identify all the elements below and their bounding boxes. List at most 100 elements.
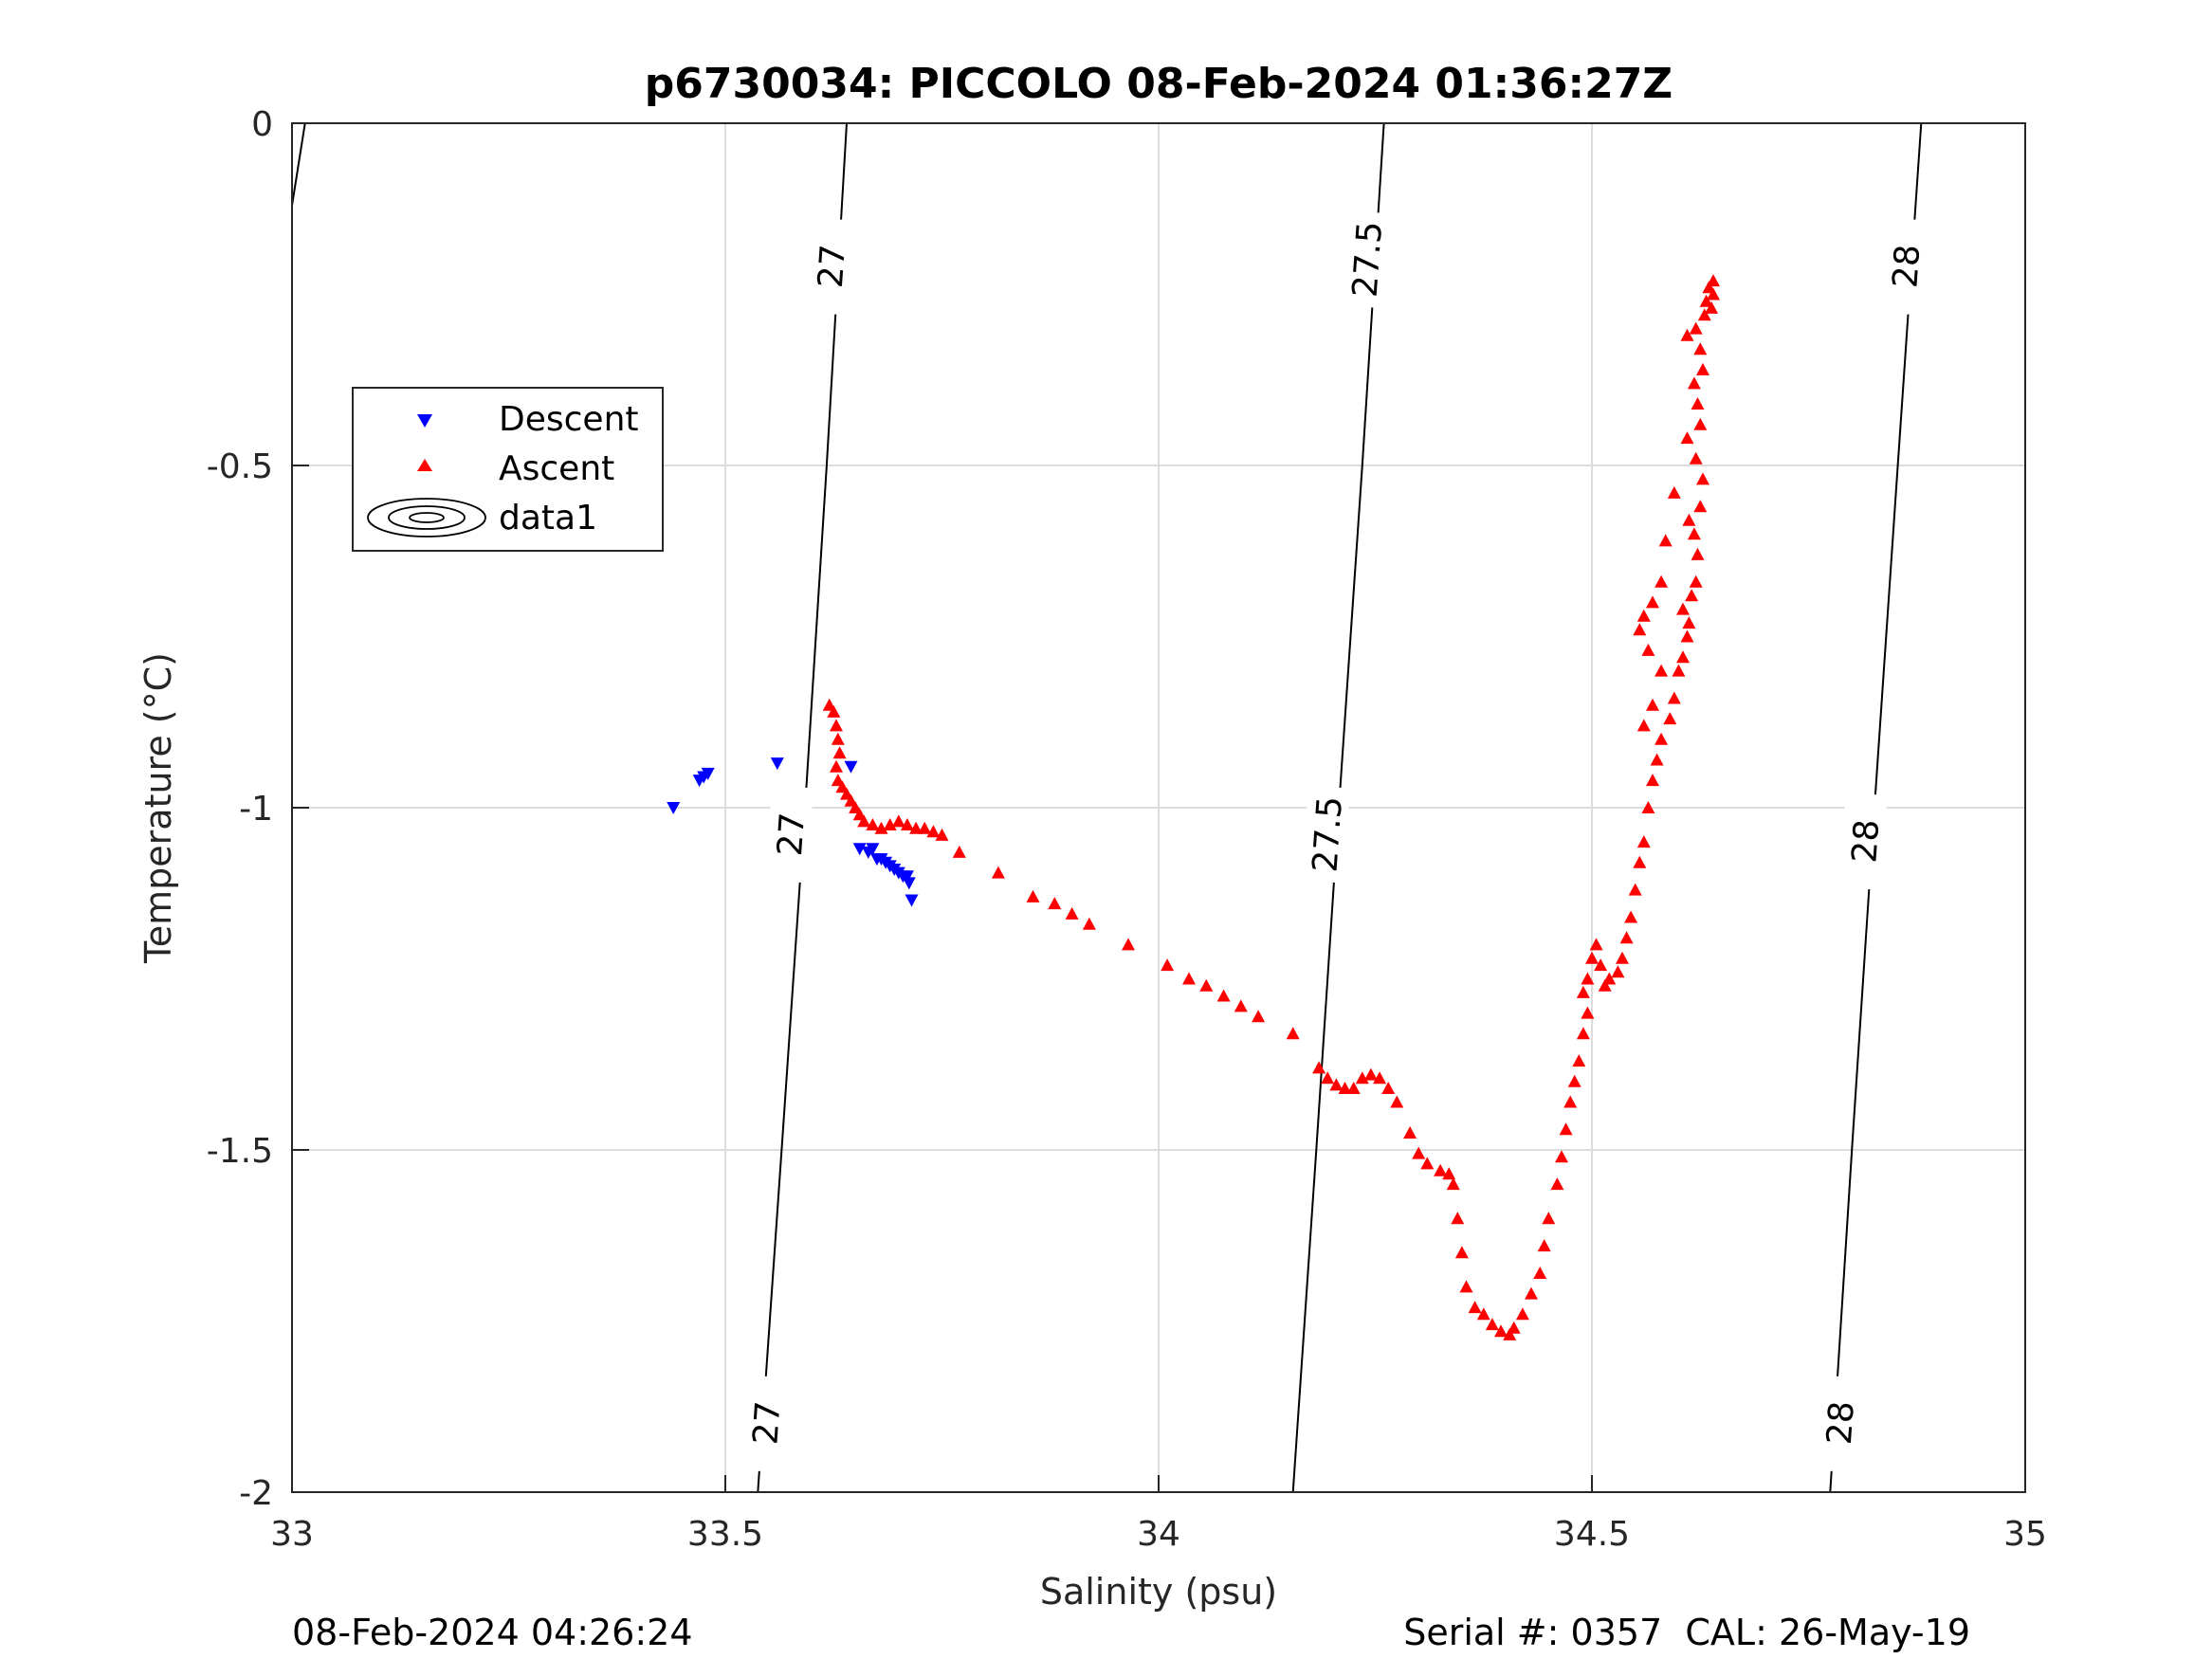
legend-label-descent: Descent <box>499 400 639 439</box>
ascent-point <box>1533 1267 1547 1279</box>
legend-contour-icon <box>367 498 486 538</box>
descent-point <box>905 894 919 907</box>
ascent-point <box>1693 500 1708 513</box>
ascent-point <box>1707 274 1720 287</box>
ascent-point <box>1633 623 1647 636</box>
ascent-point <box>1515 1307 1529 1321</box>
ascent-point <box>1680 629 1694 643</box>
contour-label: 28 <box>1845 818 1887 865</box>
ascent-point <box>1680 328 1694 341</box>
contour-label: 28 <box>1886 244 1928 290</box>
ascent-point <box>866 818 880 830</box>
ascent-point <box>1619 931 1634 944</box>
ascent-point <box>1616 951 1629 964</box>
ascent-point <box>1633 855 1647 868</box>
ascent-point <box>1454 1246 1469 1259</box>
ascent-point <box>891 814 905 828</box>
ascent-point <box>1594 958 1608 972</box>
descent-point <box>866 843 880 856</box>
contour-label-gap <box>745 1376 788 1471</box>
ascent-point <box>1346 1082 1361 1094</box>
ascent-point <box>1682 513 1696 526</box>
x-tick-label: 33 <box>270 1515 314 1554</box>
ascent-point <box>935 828 949 841</box>
contour-label-gap <box>1346 212 1389 308</box>
ascent-point <box>1687 376 1701 390</box>
ascent-point <box>1646 595 1659 609</box>
ascent-point <box>1563 1095 1578 1108</box>
ascent-point <box>1667 691 1681 704</box>
ascent-point <box>1555 1150 1568 1163</box>
chart-title: p6730034: PICCOLO 08-Feb-2024 01:36:27Z <box>645 60 1673 108</box>
ascent-point <box>1676 602 1690 615</box>
ascent-point <box>1161 958 1175 972</box>
y-axis-label: Temperature (°C) <box>137 652 179 964</box>
ascent-point <box>1286 1027 1300 1040</box>
descent-point <box>852 843 867 856</box>
ascent-point <box>1581 972 1595 985</box>
ascent-point <box>991 866 1005 879</box>
legend-box <box>352 387 664 552</box>
legend-label-data1: data1 <box>499 499 597 538</box>
ascent-point <box>1065 906 1079 920</box>
ascent-point <box>1636 609 1651 622</box>
contour-label-gap <box>811 219 853 315</box>
contour-label-gap <box>1307 787 1349 883</box>
descent-series <box>667 757 919 907</box>
plot-frame <box>291 122 2026 1493</box>
ascent-point <box>1122 938 1135 951</box>
ascent-point <box>918 821 932 834</box>
ascent-point <box>1182 972 1196 985</box>
legend-label-ascent: Ascent <box>499 449 614 488</box>
descent-point <box>900 870 914 884</box>
ascent-point <box>1355 1071 1369 1085</box>
ascent-point <box>1312 1061 1326 1074</box>
ascent-point <box>1689 574 1703 588</box>
y-tick-label: -1 <box>239 790 273 829</box>
ascent-point <box>1468 1301 1482 1314</box>
ascent-point <box>1234 999 1248 1012</box>
ascent-point <box>831 732 845 745</box>
ascent-point <box>1420 1157 1435 1170</box>
descent-point <box>701 767 715 780</box>
ascent-point <box>1216 989 1231 1002</box>
ascent-point <box>1696 362 1709 375</box>
x-tick-label: 35 <box>2003 1515 2047 1554</box>
ascent-point <box>874 821 888 834</box>
ascent-point <box>1693 417 1708 430</box>
ascent-point <box>1550 1177 1564 1191</box>
ascent-point <box>1654 664 1669 677</box>
ascent-point <box>1252 1010 1266 1023</box>
ascent-point <box>1585 951 1599 964</box>
ascent-point <box>1338 1082 1352 1094</box>
ascent-point <box>1476 1307 1490 1321</box>
ascent-point <box>1705 301 1719 314</box>
ascent-point <box>1693 342 1708 356</box>
ascent-point <box>1636 835 1651 848</box>
contour-label-gap <box>1885 219 1928 315</box>
ascent-point <box>1689 321 1703 335</box>
ascent-point <box>1636 719 1651 732</box>
axes <box>291 122 2026 1493</box>
ascent-point <box>1682 616 1696 629</box>
x-tick-labels: 33 33.5 34 34.5 35 <box>270 1515 2047 1554</box>
ascent-point <box>1559 1122 1573 1136</box>
ascent-series <box>822 274 1720 1340</box>
contour-label: 27.5 <box>1346 220 1390 299</box>
contour-label: 27 <box>746 1400 788 1447</box>
ascent-point <box>1576 985 1590 998</box>
ascent-point <box>1654 732 1669 745</box>
ascent-point <box>1572 1054 1586 1067</box>
ascent-point <box>1507 1321 1521 1334</box>
ascent-point <box>1646 774 1659 787</box>
ascent-point <box>857 814 871 828</box>
ascent-point <box>1602 972 1617 985</box>
ascent-point <box>1687 527 1701 540</box>
ascent-point <box>1650 753 1664 766</box>
legend-marker-ascent <box>417 459 432 471</box>
footer-timestamp: 08-Feb-2024 04:26:24 <box>292 1612 693 1653</box>
ascent-point <box>830 719 843 732</box>
contour-label: 27 <box>771 811 813 858</box>
ascent-point <box>1381 1082 1396 1094</box>
y-tick-labels: 0 -0.5 -1 -1.5 -2 <box>207 105 273 1513</box>
